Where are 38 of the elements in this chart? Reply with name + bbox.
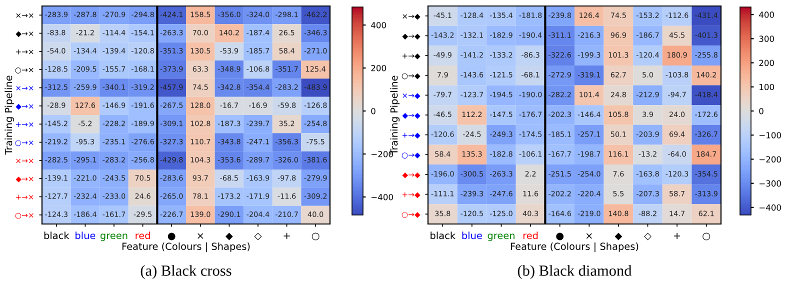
color-bar-label: 300 [759, 36, 774, 42]
x-tick-label: ○ [702, 232, 710, 240]
x-tick-label: ● [556, 232, 564, 240]
x-tick-label: green [488, 234, 514, 242]
y-axis-title: Training Pipeline [4, 76, 14, 155]
text: (b) Black diamond [518, 265, 632, 279]
x-tick-label: ◆ [614, 232, 622, 240]
color-bar-label: −400 [760, 204, 781, 211]
color-bar-label: 0 [759, 108, 764, 114]
color-bar-label: −400 [372, 194, 393, 200]
color-bar-label: 400 [759, 12, 774, 18]
x-tick-label: black [430, 232, 456, 240]
x-tick-label: × [198, 233, 204, 239]
x-tick-label: ◆ [225, 232, 233, 240]
x-tick-label: × [586, 233, 592, 239]
x-tick-label: + [674, 232, 680, 240]
x-tick-label: red [136, 232, 150, 240]
x-tick-label: green [100, 234, 128, 242]
color-bar-label: 200 [759, 60, 774, 66]
color-bar-label: −100 [760, 132, 781, 138]
x-tick-label: ○ [312, 232, 320, 240]
color-bar-label: −200 [760, 156, 781, 162]
color-bar-label: 100 [760, 84, 774, 90]
color-bar-label: 0 [371, 108, 376, 114]
x-tick-label: + [284, 232, 290, 240]
x-tick-label: red [523, 232, 538, 240]
color-bar-label: 200 [371, 64, 386, 72]
x-tick-label: black [44, 232, 70, 240]
x-axis-title: Feature (Colours | Shapes) [122, 242, 250, 252]
color-bar-label: 400 [371, 22, 386, 28]
x-tick-label: blue [76, 232, 96, 240]
x-axis-title: Feature (Colours | Shapes) [510, 242, 638, 252]
x-tick-label: blue [462, 232, 482, 240]
text: (a) Black cross [140, 265, 232, 279]
color-bar-label: −300 [760, 180, 781, 187]
x-tick-label: ◇ [644, 232, 652, 240]
x-tick-label: ● [168, 232, 176, 240]
x-tick-label: ◇ [254, 232, 262, 240]
